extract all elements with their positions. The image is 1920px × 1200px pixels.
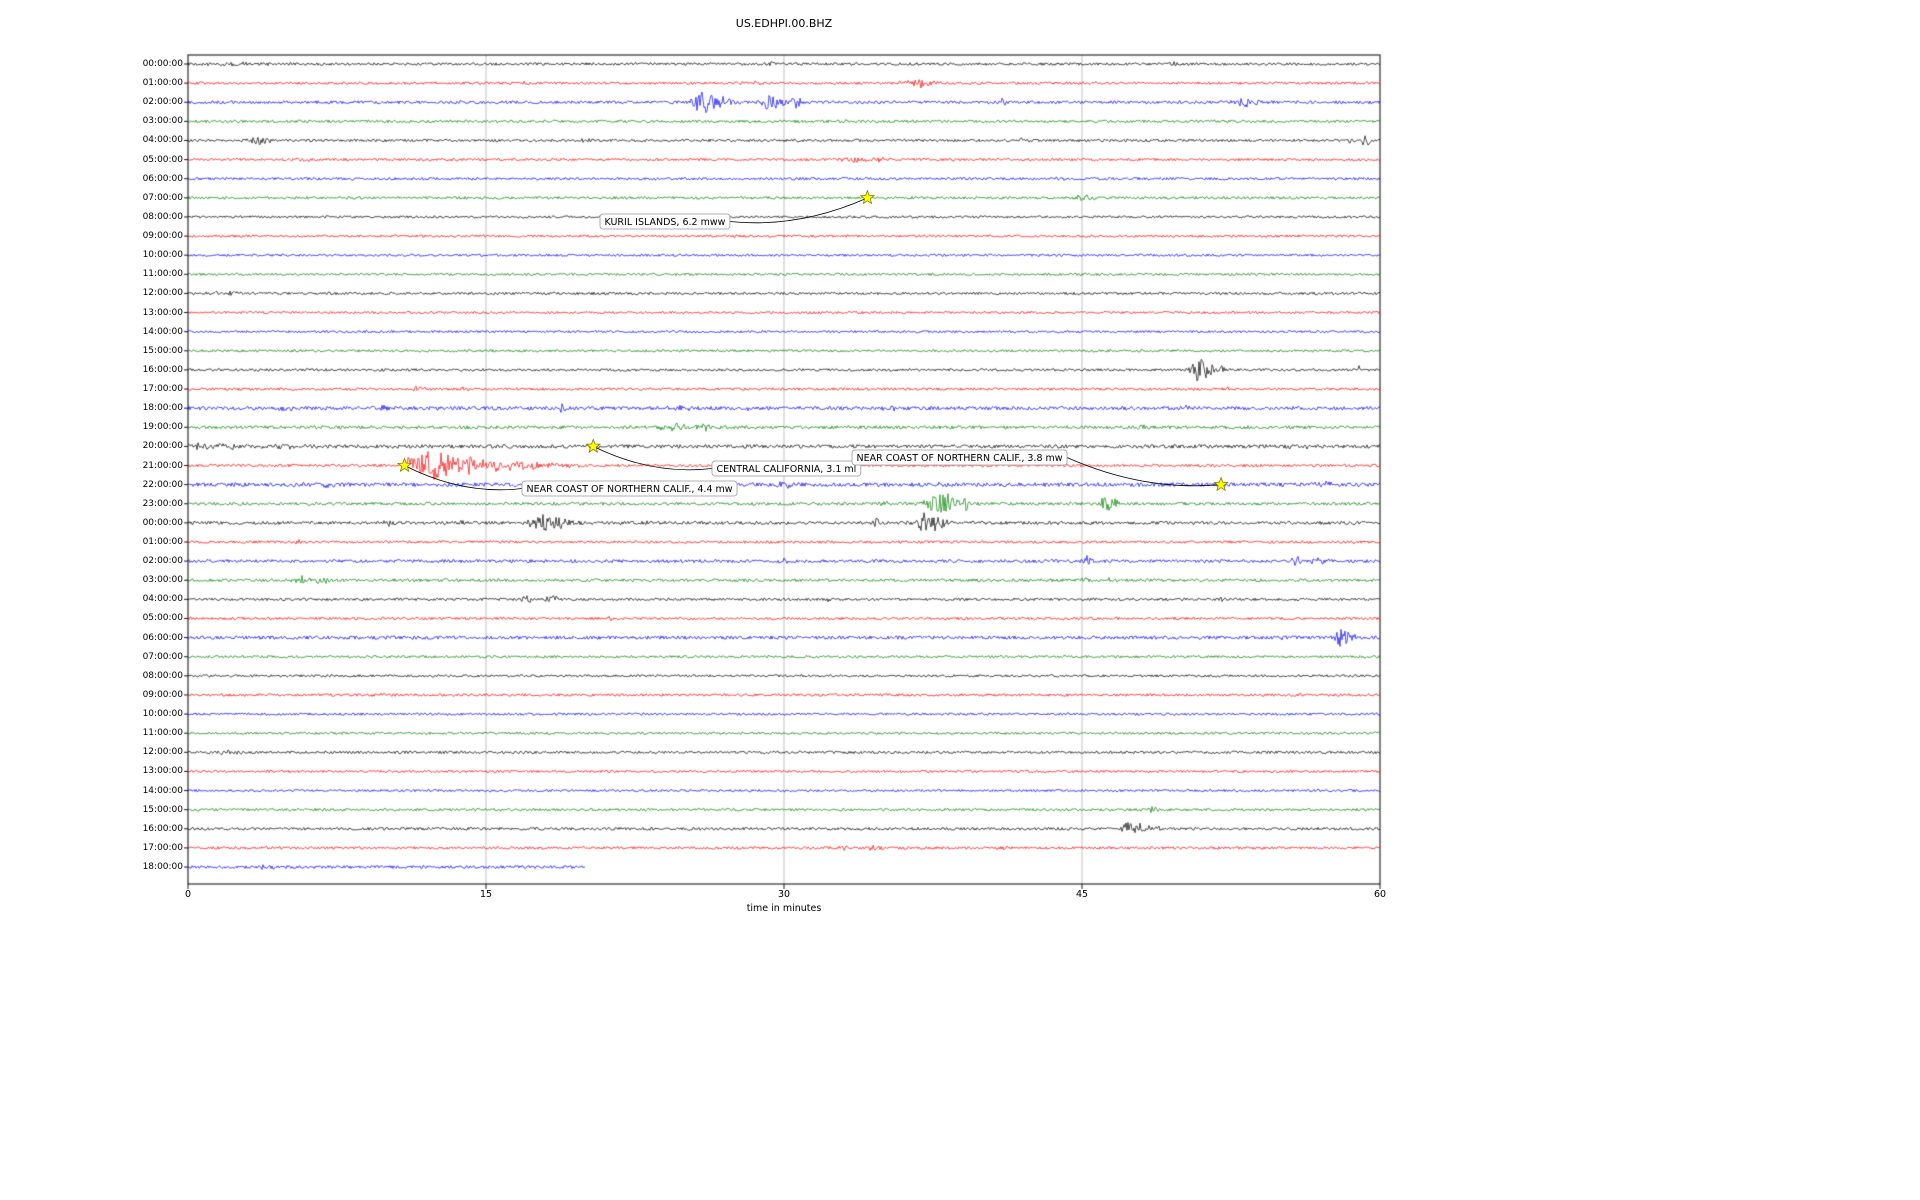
y-tick-label: 12:00:00 bbox=[142, 747, 183, 758]
y-tick-label: 23:00:00 bbox=[142, 498, 183, 509]
y-tick-label: 08:00:00 bbox=[142, 211, 183, 222]
y-tick-label: 21:00:00 bbox=[142, 460, 183, 471]
y-tick-label: 06:00:00 bbox=[142, 173, 183, 184]
y-tick-label: 00:00:00 bbox=[142, 59, 183, 69]
y-tick-label: 05:00:00 bbox=[142, 154, 183, 165]
y-tick-label: 07:00:00 bbox=[142, 651, 183, 662]
y-tick-label: 14:00:00 bbox=[142, 785, 183, 796]
y-tick-label: 02:00:00 bbox=[142, 97, 183, 108]
y-tick-label: 13:00:00 bbox=[142, 766, 183, 777]
y-tick-label: 18:00:00 bbox=[142, 862, 183, 873]
y-tick-label: 12:00:00 bbox=[142, 288, 183, 299]
y-tick-label: 13:00:00 bbox=[142, 307, 183, 318]
y-tick-label: 10:00:00 bbox=[142, 250, 183, 261]
y-tick-label: 06:00:00 bbox=[142, 632, 183, 643]
y-tick-label: 08:00:00 bbox=[142, 670, 183, 681]
y-tick-label: 01:00:00 bbox=[142, 537, 183, 547]
y-tick-label: 18:00:00 bbox=[142, 403, 183, 414]
y-tick-label: 04:00:00 bbox=[142, 594, 183, 605]
chart-title: US.EDHPI.00.BHZ bbox=[735, 17, 833, 30]
y-tick-label: 03:00:00 bbox=[142, 116, 183, 127]
y-tick-label: 05:00:00 bbox=[142, 613, 183, 624]
x-tick-label: 0 bbox=[184, 889, 192, 900]
y-tick-label: 11:00:00 bbox=[142, 269, 183, 280]
y-tick-label: 03:00:00 bbox=[142, 575, 183, 586]
y-tick-label: 15:00:00 bbox=[142, 345, 183, 356]
y-tick-label: 09:00:00 bbox=[142, 231, 183, 242]
y-tick-label: 11:00:00 bbox=[142, 728, 183, 739]
y-tick-label: 10:00:00 bbox=[142, 709, 183, 720]
x-axis-title: time in minutes bbox=[746, 903, 822, 914]
y-tick-label: 09:00:00 bbox=[142, 689, 183, 700]
y-tick-label: 17:00:00 bbox=[142, 384, 183, 395]
y-tick-label: 00:00:00 bbox=[142, 517, 183, 528]
x-tick-label: 60 bbox=[1373, 889, 1387, 900]
x-tick-label: 45 bbox=[1075, 889, 1089, 900]
y-tick-label: 17:00:00 bbox=[142, 842, 183, 853]
x-tick-label: 15 bbox=[479, 889, 493, 900]
y-tick-label: 07:00:00 bbox=[142, 192, 183, 203]
y-tick-label: 15:00:00 bbox=[142, 804, 183, 815]
y-tick-label: 02:00:00 bbox=[142, 556, 183, 567]
y-tick-label: 19:00:00 bbox=[142, 422, 183, 433]
x-tick-label: 30 bbox=[777, 889, 791, 900]
y-tick-label: 16:00:00 bbox=[142, 823, 183, 834]
y-tick-label: 20:00:00 bbox=[142, 441, 183, 452]
y-tick-label: 01:00:00 bbox=[142, 78, 183, 89]
y-tick-label: 22:00:00 bbox=[142, 479, 183, 490]
y-tick-label: 14:00:00 bbox=[142, 326, 183, 337]
y-tick-label: 04:00:00 bbox=[142, 135, 183, 146]
y-tick-label: 16:00:00 bbox=[142, 364, 183, 375]
